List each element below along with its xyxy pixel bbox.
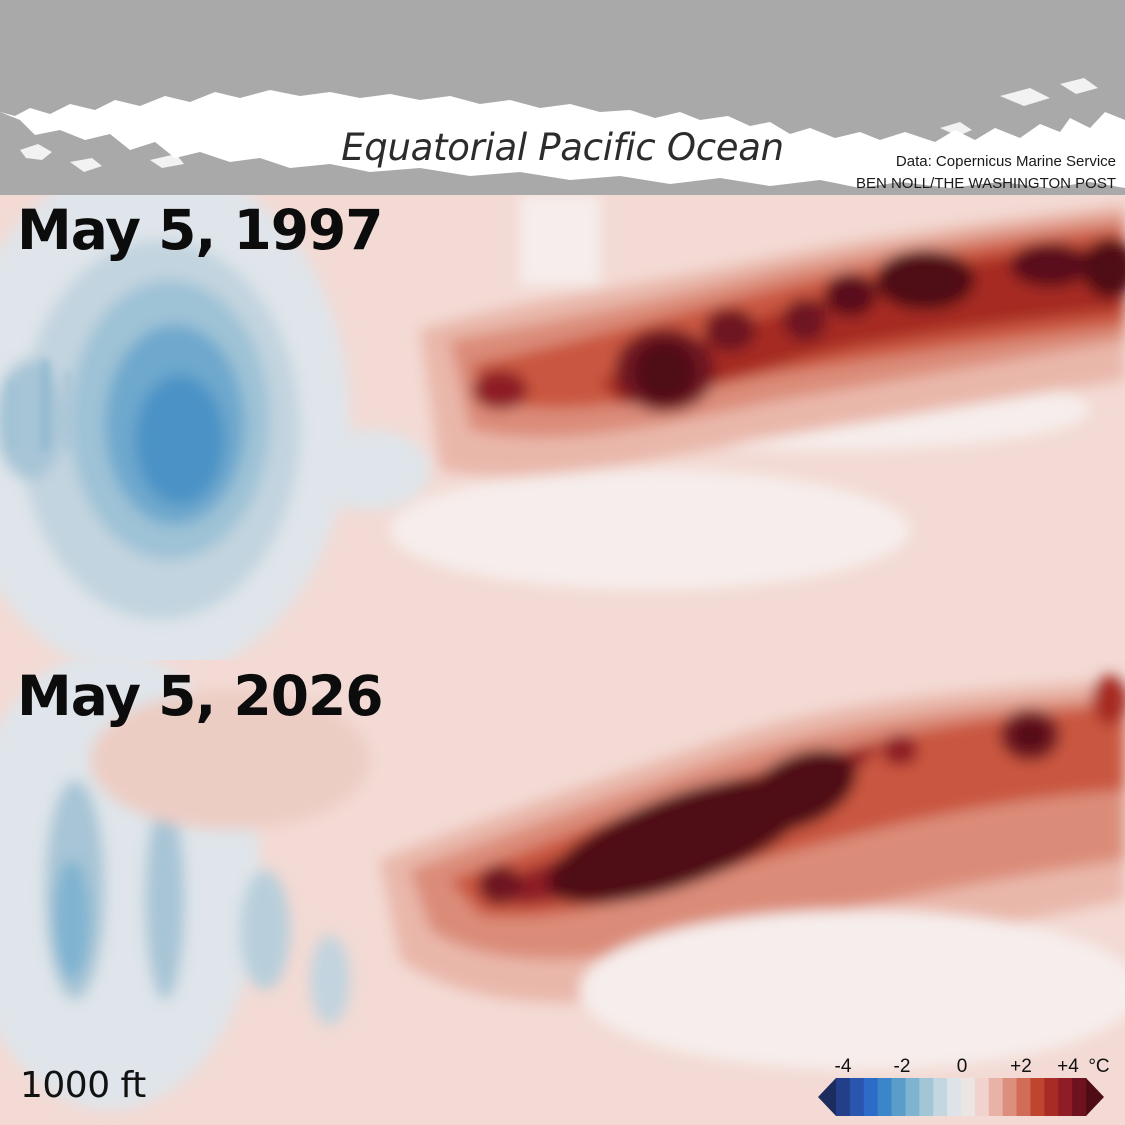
legend-swatch	[836, 1078, 851, 1116]
legend-tick-label: -4	[835, 1056, 852, 1077]
panel-date-2026: May 5, 2026	[17, 664, 384, 728]
legend-swatch	[947, 1078, 962, 1116]
legend-swatch	[974, 1078, 990, 1116]
legend-swatch	[919, 1078, 934, 1116]
land-lower	[0, 112, 1125, 195]
legend-swatch	[849, 1078, 865, 1116]
legend-swatch	[863, 1078, 879, 1116]
legend-swatch	[877, 1078, 893, 1116]
legend-swatch	[1044, 1078, 1059, 1116]
legend-swatch	[961, 1078, 976, 1116]
color-legend: -4 -2 0 +2 +4 °C	[818, 1056, 1110, 1116]
legend-swatch	[1002, 1078, 1018, 1116]
legend-swatch	[1016, 1078, 1031, 1116]
panel-1997	[0, 195, 1125, 660]
ocean-title: Equatorial Pacific Ocean	[341, 126, 784, 169]
legend-swatch	[1058, 1078, 1073, 1116]
legend-swatch	[818, 1078, 836, 1116]
legend-swatch	[1072, 1078, 1087, 1116]
legend-swatch	[988, 1078, 1004, 1116]
data-credit: Data: Copernicus Marine Service	[895, 153, 1116, 170]
legend-tick-label: -2	[894, 1056, 911, 1077]
panel-date-1997: May 5, 1997	[17, 198, 384, 262]
author-credit: BEN NOLL/THE WASHINGTON POST	[855, 175, 1116, 192]
legend-swatch	[905, 1078, 920, 1116]
legend-swatch	[1030, 1078, 1045, 1116]
legend-tick-label: °C	[1088, 1056, 1109, 1077]
legend-swatch	[1086, 1078, 1104, 1116]
panel-2026	[0, 660, 1125, 1125]
legend-swatch	[891, 1078, 906, 1116]
land-mass	[0, 0, 1125, 142]
legend-tick-label: +2	[1010, 1056, 1032, 1077]
land-header	[0, 0, 1125, 195]
legend-swatch	[933, 1078, 948, 1116]
depth-label: 1000 ft	[20, 1065, 146, 1106]
legend-tick-label: 0	[957, 1056, 968, 1077]
legend-tick-label: +4	[1057, 1056, 1079, 1077]
